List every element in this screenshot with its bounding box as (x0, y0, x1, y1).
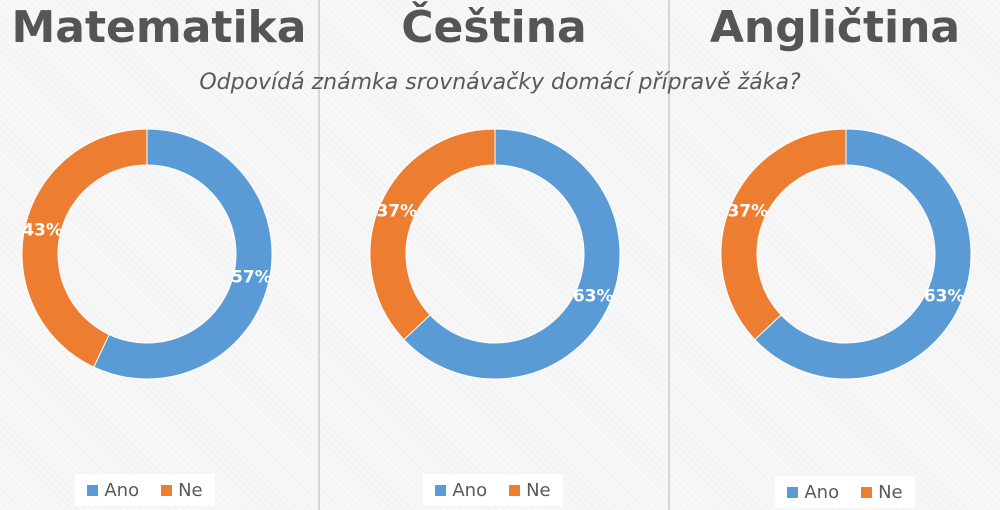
chart-title: Čeština (401, 2, 587, 53)
legend-item-ne: Ne (509, 480, 551, 501)
legend-label-ano: Ano (104, 479, 140, 501)
legend-label-ano: Ano (804, 481, 840, 503)
donut-slice-ano (93, 128, 273, 380)
donut-chart: 63% 37% (369, 128, 621, 380)
legend: Ano Ne (75, 474, 215, 506)
legend-item-ano: Ano (87, 480, 139, 501)
data-label-ano: 63% (573, 286, 614, 306)
chart-subtitle: Odpovídá známka srovnávačky domácí přípr… (199, 70, 801, 95)
legend-item-ne: Ne (861, 482, 903, 503)
legend-label-ne: Ne (526, 479, 551, 501)
donut-slice-ano (403, 128, 621, 380)
legend-item-ano: Ano (787, 482, 839, 503)
legend: Ano Ne (423, 474, 563, 506)
chart-panel-matematika: Matematika 57% 43% Ano Ne (0, 0, 318, 510)
donut-slice-ne (369, 128, 496, 341)
chart-title: Matematika (11, 2, 307, 53)
chart-panel-anglictina: Angličtina 63% 37% Ano Ne (670, 0, 1000, 510)
legend-swatch-ano (87, 484, 99, 496)
data-label-ne: 37% (376, 202, 417, 222)
data-label-ne: 37% (727, 202, 768, 222)
chart-title: Angličtina (709, 2, 961, 53)
data-label-ano: 57% (231, 267, 272, 287)
chart-panel-cestina: Čeština 63% 37% Ano Ne (320, 0, 668, 510)
donut-slice-ne (21, 128, 148, 368)
legend-swatch-ano (787, 486, 799, 498)
legend-item-ne: Ne (161, 480, 203, 501)
legend-swatch-ano (435, 484, 447, 496)
donut-chart: 63% 37% (720, 128, 972, 380)
donut-slice-ne (720, 128, 847, 341)
legend-label-ne: Ne (878, 481, 903, 503)
data-label-ne: 43% (22, 221, 63, 241)
legend-swatch-ne (509, 484, 521, 496)
donut-chart: 57% 43% (21, 128, 273, 380)
legend-label-ne: Ne (178, 479, 203, 501)
legend-swatch-ne (161, 484, 173, 496)
legend: Ano Ne (775, 476, 915, 508)
panel-divider (318, 0, 320, 510)
donut-slice-ano (754, 128, 972, 380)
legend-swatch-ne (861, 486, 873, 498)
legend-item-ano: Ano (435, 480, 487, 501)
legend-label-ano: Ano (452, 479, 488, 501)
panel-divider (668, 0, 670, 510)
data-label-ano: 63% (924, 286, 965, 306)
